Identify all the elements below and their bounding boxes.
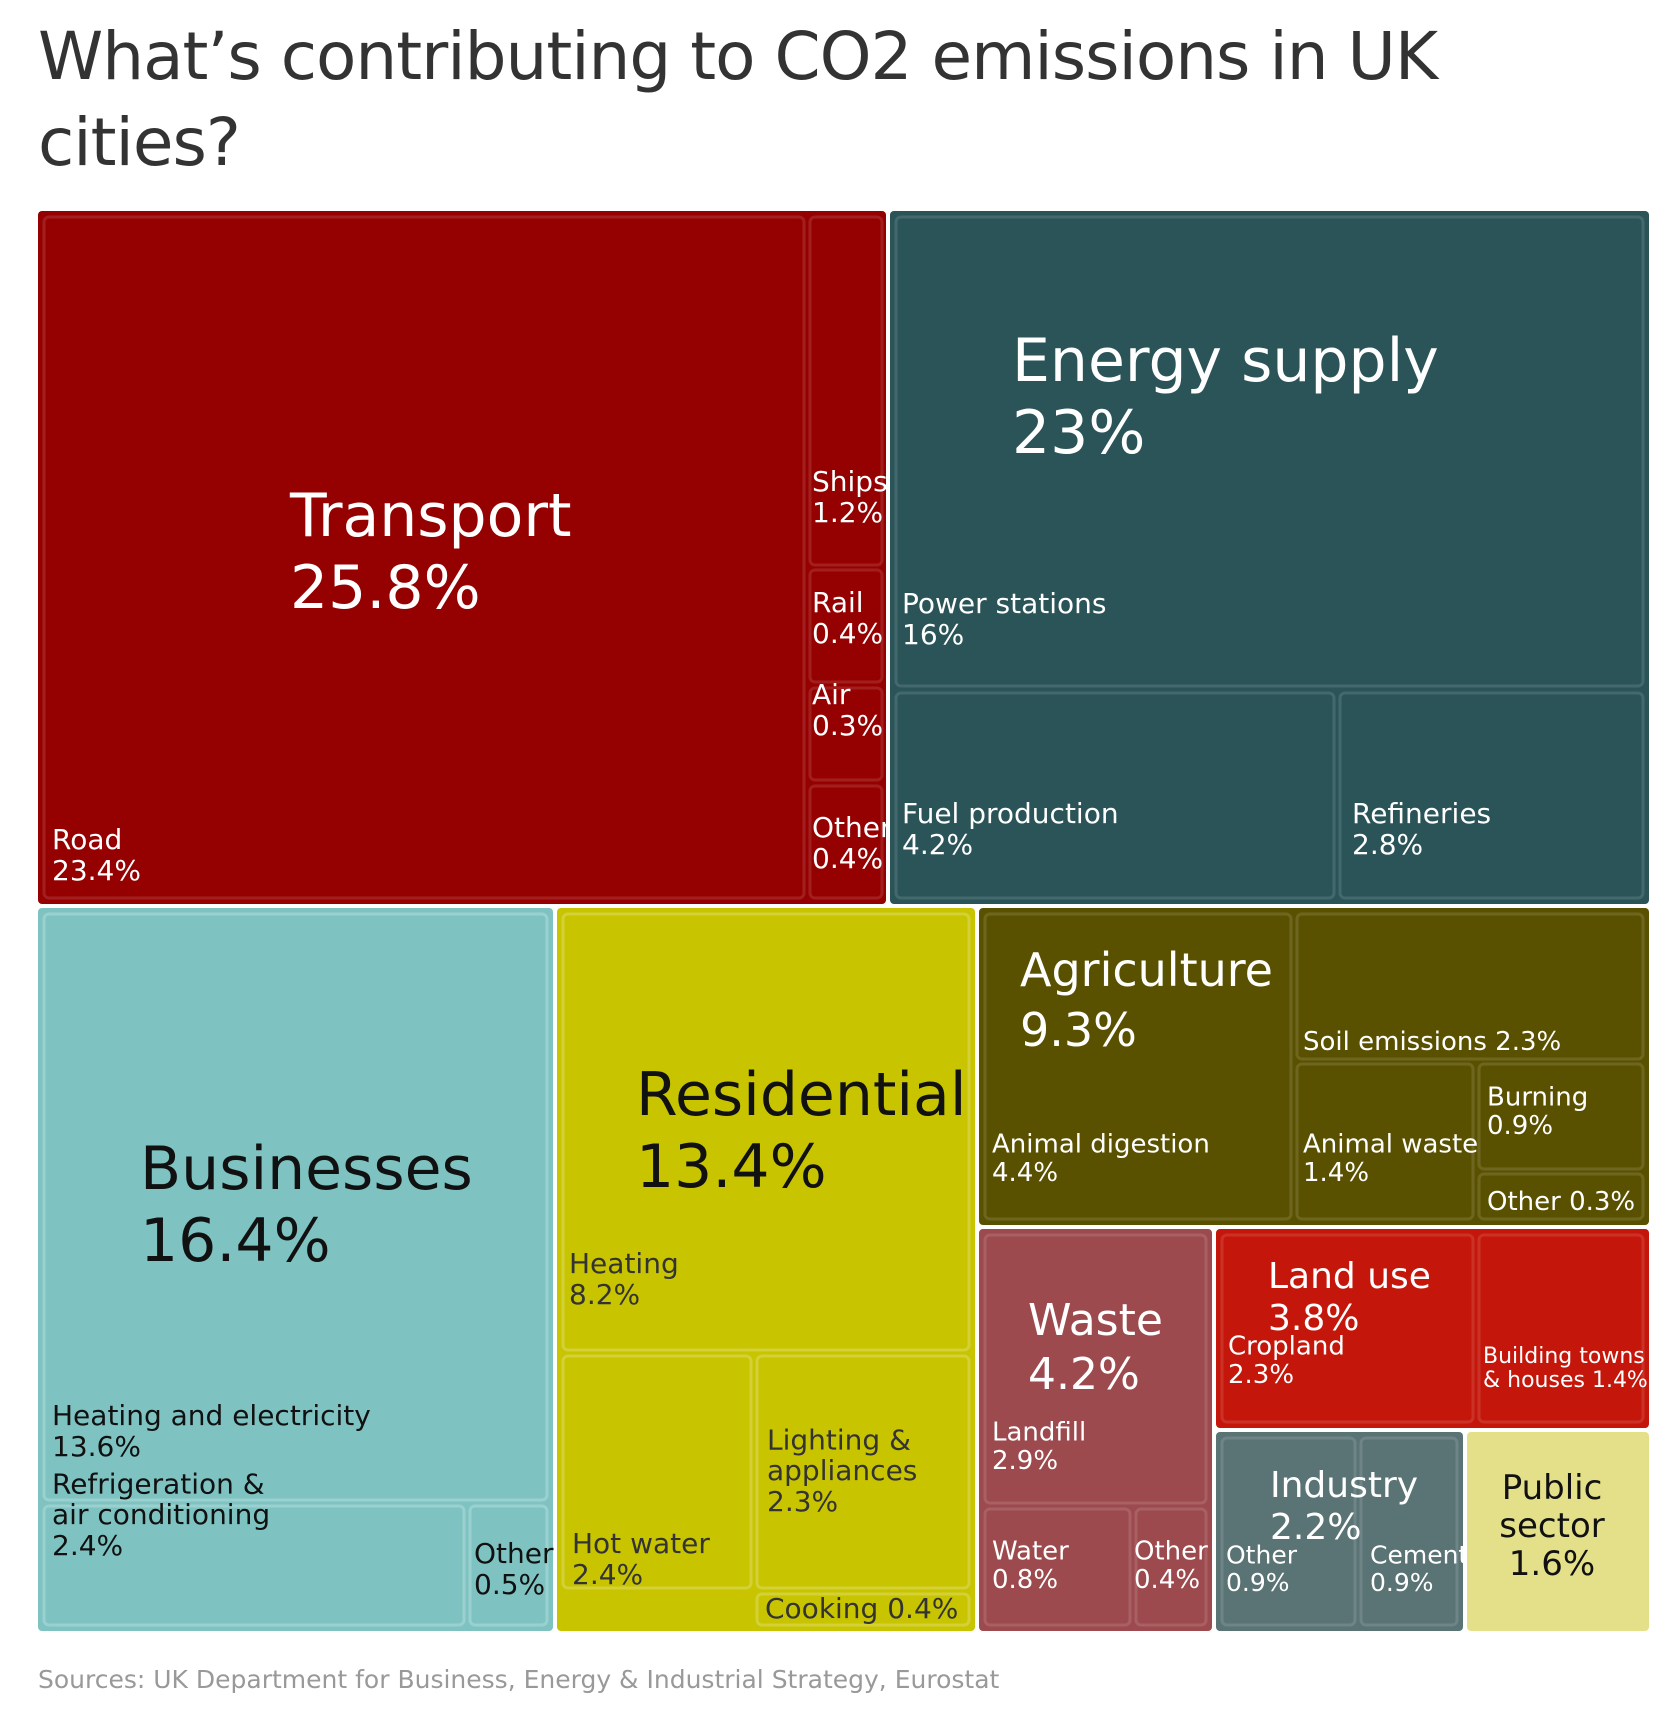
subcategory-label-residential-cooking: Cooking 0.4% <box>765 1592 958 1625</box>
category-label-industry: Industry 2.2% <box>1270 1465 1418 1548</box>
subcategory-box-transport-other <box>808 784 884 900</box>
subcategory-label-transport-rail: Rail 0.4% <box>812 586 883 650</box>
subcategory-box-waste-landfill <box>983 1233 1208 1505</box>
subcategory-box-industry-other <box>1220 1436 1357 1627</box>
subcategory-box-waste-other <box>1134 1507 1208 1627</box>
subcategory-box-energy-supply-refineries <box>1338 691 1645 900</box>
subcategory-box-energy-supply-power-stations <box>894 215 1645 688</box>
subcategory-label-businesses-heating-and-electricity: Heating and electricity 13.6% <box>52 1399 371 1463</box>
subcategory-label-waste-landfill: Landfill 2.9% <box>992 1417 1086 1476</box>
category-box-public-sector <box>1467 1432 1649 1631</box>
subcategory-label-agriculture-animal-digestion: Animal digestion 4.4% <box>992 1129 1210 1188</box>
category-label-transport: Transport 25.8% <box>289 481 572 623</box>
subcategory-box-agriculture-other <box>1477 1172 1645 1221</box>
category-label-businesses: Businesses 16.4% <box>140 1134 473 1276</box>
subcategory-box-residential-heating <box>561 912 971 1352</box>
subcategory-box-transport-air <box>808 686 884 782</box>
subcategory-label-businesses-other: Other 0.5% <box>474 1537 554 1601</box>
category-label-waste: Waste 4.2% <box>1028 1295 1163 1400</box>
subcategory-label-agriculture-soil-emissions: Soil emissions 2.3% <box>1303 1027 1561 1057</box>
subcategory-box-agriculture-burning <box>1477 1062 1645 1171</box>
subcategory-box-transport-road <box>42 215 806 900</box>
subcategory-label-land-use-cropland: Cropland 2.3% <box>1228 1331 1345 1390</box>
chart-title: What’s contributing to CO2 emissions in … <box>38 18 1438 181</box>
subcategory-label-industry-cement: Cement 0.9% <box>1370 1541 1468 1598</box>
subcategory-label-transport-other: Other 0.4% <box>812 811 892 875</box>
category-label-energy-supply: Energy supply 23% <box>1012 326 1439 468</box>
subcategory-box-land-use-building-towns-and-houses <box>1477 1233 1645 1424</box>
subcategory-box-agriculture-animal-digestion <box>983 912 1293 1221</box>
subcategory-box-agriculture-animal-waste <box>1295 1062 1475 1221</box>
subcategory-label-energy-supply-power-stations: Power stations 16% <box>902 587 1107 651</box>
subcategory-label-energy-supply-fuel-production: Fuel production 4.2% <box>902 797 1119 861</box>
subcategory-label-residential-lighting-and-appliances: Lighting & appliances 2.3% <box>767 1423 917 1518</box>
subcategory-box-energy-supply-fuel-production <box>894 691 1336 900</box>
subcategory-label-transport-ships: Ships 1.2% <box>812 465 888 529</box>
source-note: Sources: UK Department for Business, Ene… <box>38 1665 1000 1694</box>
subcategory-box-transport-ships <box>808 215 884 567</box>
category-label-public-sector: Public sector 1.6% <box>1499 1468 1604 1584</box>
subcategory-label-transport-road: Road 23.4% <box>52 823 141 887</box>
subcategory-box-residential-cooking <box>755 1592 971 1627</box>
subcategory-box-residential-hot-water <box>561 1354 753 1590</box>
category-label-residential: Residential 13.4% <box>636 1060 967 1202</box>
category-label-land-use: Land use 3.8% <box>1268 1256 1431 1339</box>
subcategory-label-waste-other: Other 0.4% <box>1134 1536 1208 1595</box>
subcategory-box-industry-cement <box>1359 1436 1459 1627</box>
subcategory-box-residential-lighting-and-appliances <box>755 1354 971 1590</box>
subcategory-label-waste-water: Water 0.8% <box>992 1536 1069 1595</box>
subcategory-label-energy-supply-refineries: Refineries 2.8% <box>1352 797 1491 861</box>
subcategory-box-agriculture-soil-emissions <box>1295 912 1645 1061</box>
category-label-agriculture: Agriculture 9.3% <box>1020 943 1273 1057</box>
subcategory-label-transport-air: Air 0.3% <box>812 678 883 742</box>
subcategory-label-agriculture-other: Other 0.3% <box>1487 1187 1635 1217</box>
subcategory-box-transport-rail <box>808 568 884 684</box>
subcategory-label-agriculture-burning: Burning 0.9% <box>1487 1082 1588 1141</box>
subcategory-label-residential-heating: Heating 8.2% <box>569 1247 679 1311</box>
subcategory-box-waste-water <box>983 1507 1132 1627</box>
subcategory-label-residential-hot-water: Hot water 2.4% <box>572 1527 710 1591</box>
subcategory-label-agriculture-animal-waste: Animal waste 1.4% <box>1303 1129 1478 1188</box>
subcategory-box-businesses-heating-and-electricity <box>42 912 549 1502</box>
subcategory-label-industry-other: Other 0.9% <box>1226 1541 1298 1598</box>
subcategory-label-businesses-refrigeration-and-air-conditioning: Refrigeration & air conditioning 2.4% <box>52 1467 270 1562</box>
subcategory-box-businesses-other <box>468 1504 549 1627</box>
subcategory-box-businesses-refrigeration-and-air-conditioning <box>42 1504 466 1627</box>
subcategory-label-land-use-building-towns-and-houses: Building towns & houses 1.4% <box>1483 1344 1648 1393</box>
subcategory-box-land-use-cropland <box>1220 1233 1475 1424</box>
